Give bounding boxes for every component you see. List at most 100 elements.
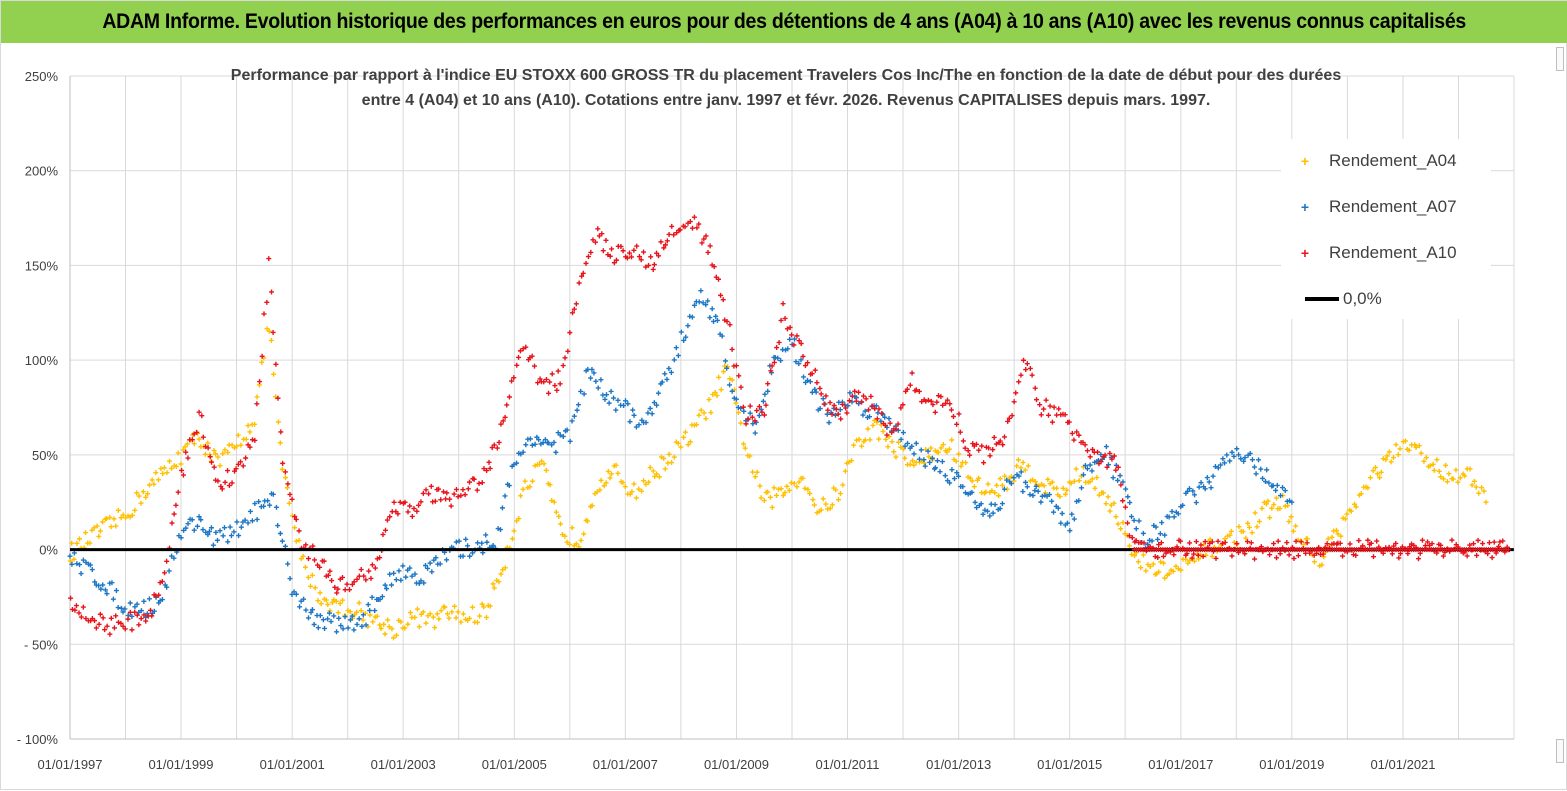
data-point [787,324,793,330]
data-point [733,396,739,402]
data-point [438,497,444,503]
data-point [502,414,508,420]
data-point [927,459,933,465]
data-point [1380,456,1386,462]
data-point [1024,484,1030,490]
data-point [537,461,543,467]
data-point [562,355,568,361]
data-point [707,315,713,321]
series-a10-tail [1131,547,1511,553]
data-point [829,502,835,508]
scroll-handle-bottom[interactable] [1556,739,1564,763]
data-point [911,451,917,457]
data-point [449,609,455,615]
data-point [481,466,487,472]
data-point [953,458,959,464]
data-point [71,556,77,562]
data-point [325,602,331,608]
data-point [1215,465,1221,471]
data-point [267,502,273,508]
data-point [1215,538,1221,544]
data-point [67,558,73,564]
data-point [560,434,566,440]
data-point [527,484,533,490]
data-point [1220,456,1226,462]
data-point [432,625,438,631]
data-point [603,480,609,486]
data-point [1246,524,1252,530]
data-point [1252,556,1258,562]
data-point [164,470,170,476]
data-point [990,510,996,516]
data-point [884,432,890,438]
legend-item-a04: + Rendement_A04 [1281,149,1457,173]
data-point [796,338,802,344]
data-point [460,487,466,493]
scroll-handle-top[interactable] [1556,47,1564,71]
data-point [219,486,225,492]
data-point [231,529,237,535]
data-point [96,621,102,627]
data-point [1109,456,1115,462]
data-point [860,412,866,418]
data-point [1060,485,1066,491]
data-point [1282,488,1288,494]
data-point [631,412,637,418]
data-point [876,436,882,442]
data-point [659,379,665,385]
data-point [711,318,717,324]
data-point [720,297,726,303]
data-point [661,245,667,251]
data-point [1117,473,1123,479]
data-point [994,482,1000,488]
data-point [678,329,684,335]
legend-marker-a07: + [1300,199,1310,215]
data-point [817,385,823,391]
data-point [516,354,522,360]
data-point [765,388,771,394]
data-point [214,537,220,543]
data-point [483,614,489,620]
data-point [1045,412,1051,418]
data-point [149,613,155,619]
data-point [782,315,788,321]
data-point [1353,552,1359,558]
data-point [1057,493,1063,499]
data-point [259,353,265,359]
data-point [301,596,307,602]
data-point [745,416,751,422]
data-point [140,489,146,495]
data-point [189,437,195,443]
data-point [1467,542,1473,548]
data-point [747,403,753,409]
data-point [769,504,775,510]
data-point [438,608,444,614]
data-point [913,387,919,393]
data-point [703,233,709,239]
data-point [833,406,839,412]
data-point [626,250,632,256]
data-point [1425,539,1431,545]
data-point [1489,555,1495,561]
data-point [752,430,758,436]
data-point [407,565,413,571]
data-point [1219,541,1225,547]
data-point [598,377,604,383]
data-point [1368,540,1374,546]
data-point [898,405,904,411]
data-point [932,409,938,415]
data-point [1344,511,1350,517]
data-point [300,553,306,559]
data-point [647,465,653,471]
data-point [907,461,913,467]
data-point [1023,479,1029,485]
data-point [692,302,697,308]
data-point [589,503,595,509]
data-point [1347,541,1353,547]
data-point [718,387,724,393]
data-point [446,615,452,621]
data-point [1198,480,1204,486]
data-point [409,513,415,519]
data-point [235,461,241,467]
data-point [1483,499,1489,505]
